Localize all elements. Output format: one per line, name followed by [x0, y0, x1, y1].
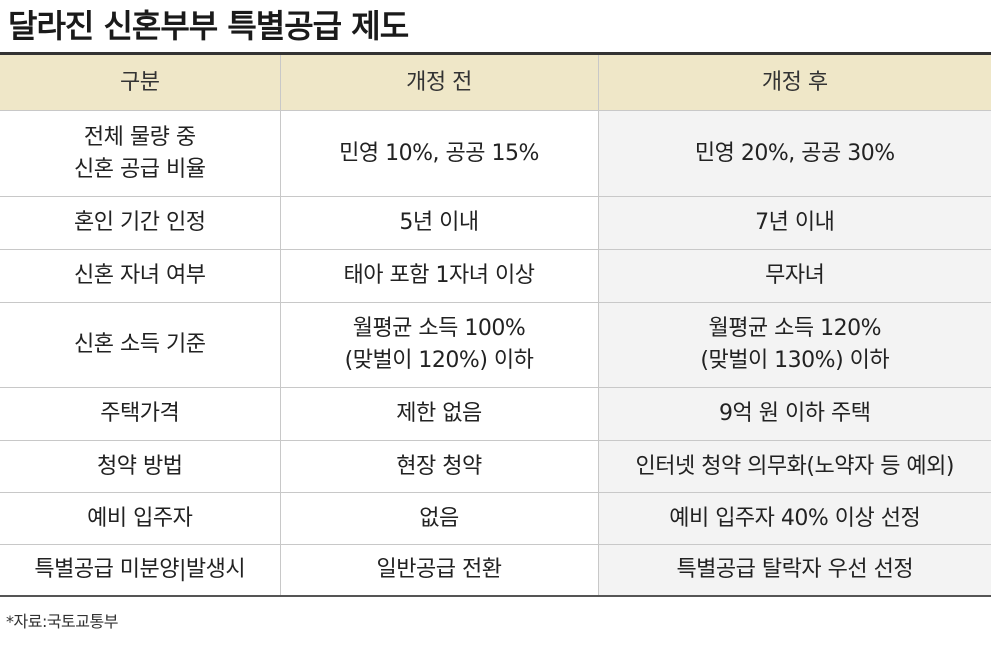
cell-line: (맞벌이 130%) 이하 [700, 348, 890, 373]
row-after: 9억 원 이하 주택 [597, 387, 991, 441]
cell-line: 5년 이내 [399, 210, 479, 235]
cell-line: 제한 없음 [396, 401, 482, 426]
page-title: 달라진 신혼부부 특별공급 제도 [8, 7, 409, 45]
cell-line: 신혼 소득 기준 [74, 332, 206, 357]
cell-line: 인터넷 청약 의무화(노약자 등 예외) [635, 453, 955, 479]
cell-line: 현장 청약 [396, 453, 482, 479]
header-after: 개정 후 [597, 55, 991, 111]
cell-line: 민영 10%, 공공 15% [339, 140, 539, 166]
row-after: 무자녀 [597, 249, 991, 303]
cell-line: 신혼 자녀 여부 [74, 263, 206, 288]
row-before: 없음 [279, 492, 598, 545]
row-category: 신혼 소득 기준 [0, 302, 280, 388]
cell-line: 특별공급 탈락자 우선 선정 [676, 557, 914, 582]
cell-line: 무자녀 [765, 263, 825, 288]
comparison-table: 구분 개정 전 개정 후 전체 물량 중 신혼 공급 비율 민영 10%, 공공… [0, 55, 991, 597]
cell-line: 월평균 소득 120% [708, 316, 882, 341]
table-row: 청약 방법 현장 청약 인터넷 청약 의무화(노약자 등 예외) [0, 440, 991, 493]
row-before: 민영 10%, 공공 15% [279, 110, 598, 197]
row-before: 월평균 소득 100% (맞벌이 120%) 이하 [279, 302, 598, 388]
row-category: 특별공급 미분양|발생시 [0, 544, 280, 597]
cell-line: 9억 원 이하 주택 [719, 401, 871, 426]
row-after: 7년 이내 [597, 196, 991, 250]
table-row: 예비 입주자 없음 예비 입주자 40% 이상 선정 [0, 492, 991, 545]
row-after: 특별공급 탈락자 우선 선정 [597, 544, 991, 597]
cell-line: 7년 이내 [755, 210, 835, 235]
cell-line: 월평균 소득 100% [352, 316, 526, 341]
row-before: 현장 청약 [279, 440, 598, 493]
cell-line: 신혼 공급 비율 [74, 156, 206, 182]
source-note: *자료:국토교통부 [6, 612, 118, 631]
row-before: 5년 이내 [279, 196, 598, 250]
row-before: 일반공급 전환 [279, 544, 598, 597]
row-before: 제한 없음 [279, 387, 598, 441]
table-row: 주택가격 제한 없음 9억 원 이하 주택 [0, 387, 991, 441]
cell-line: (맞벌이 120%) 이하 [344, 348, 534, 373]
cell-line: 태아 포함 1자녀 이상 [343, 263, 535, 288]
cell-line: 청약 방법 [97, 453, 183, 479]
header-before: 개정 전 [279, 55, 598, 111]
row-before: 태아 포함 1자녀 이상 [279, 249, 598, 303]
cell-line: 특별공급 미분양|발생시 [34, 557, 246, 582]
row-after: 예비 입주자 40% 이상 선정 [597, 492, 991, 545]
title-rule [0, 52, 991, 55]
header-category: 구분 [0, 55, 280, 111]
cell-line: 예비 입주자 [87, 505, 193, 531]
cell-line: 예비 입주자 40% 이상 선정 [669, 505, 921, 531]
row-category: 예비 입주자 [0, 492, 280, 545]
row-category: 주택가격 [0, 387, 280, 441]
row-category: 전체 물량 중 신혼 공급 비율 [0, 110, 280, 197]
row-after: 인터넷 청약 의무화(노약자 등 예외) [597, 440, 991, 493]
cell-line: 주택가격 [100, 401, 180, 426]
row-category: 청약 방법 [0, 440, 280, 493]
cell-line: 전체 물량 중 [83, 124, 196, 150]
row-after: 민영 20%, 공공 30% [597, 110, 991, 197]
cell-line: 일반공급 전환 [376, 557, 502, 582]
table-row: 전체 물량 중 신혼 공급 비율 민영 10%, 공공 15% 민영 20%, … [0, 110, 991, 197]
cell-line: 혼인 기간 인정 [74, 210, 206, 235]
table-row: 신혼 소득 기준 월평균 소득 100% (맞벌이 120%) 이하 월평균 소… [0, 302, 991, 388]
cell-line: 민영 20%, 공공 30% [694, 140, 895, 166]
header-row: 구분 개정 전 개정 후 [0, 55, 991, 111]
cell-line: 없음 [419, 505, 459, 531]
table-row: 특별공급 미분양|발생시 일반공급 전환 특별공급 탈락자 우선 선정 [0, 544, 991, 597]
table-row: 혼인 기간 인정 5년 이내 7년 이내 [0, 196, 991, 250]
row-after: 월평균 소득 120% (맞벌이 130%) 이하 [597, 302, 991, 388]
row-category: 혼인 기간 인정 [0, 196, 280, 250]
row-category: 신혼 자녀 여부 [0, 249, 280, 303]
table-row: 신혼 자녀 여부 태아 포함 1자녀 이상 무자녀 [0, 249, 991, 303]
